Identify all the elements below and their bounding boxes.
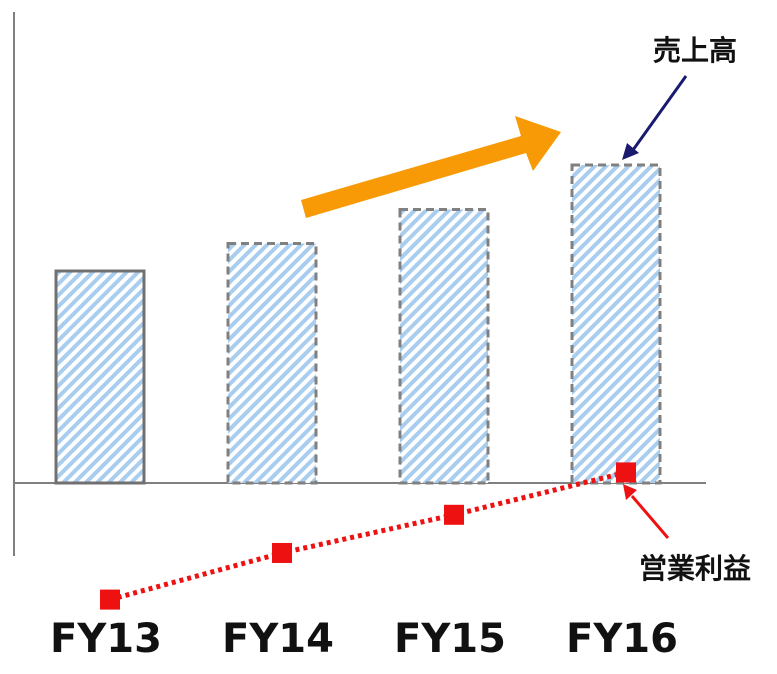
profit-pointer-arrow-icon bbox=[623, 484, 670, 539]
trend-arrow-icon bbox=[301, 116, 561, 218]
bar-fy13 bbox=[54, 269, 146, 485]
profit-point-fy15 bbox=[444, 504, 464, 525]
profit-point-fy13 bbox=[100, 589, 120, 610]
x-tick-labels: FY13 FY14 FY15 FY16 bbox=[50, 616, 678, 662]
sales-pointer-arrow-icon bbox=[622, 75, 688, 160]
bar-fy15 bbox=[398, 208, 490, 485]
profit-point-fy14 bbox=[272, 542, 292, 563]
profit-series bbox=[100, 462, 636, 610]
x-tick-label: FY13 bbox=[50, 616, 162, 662]
bar-fy16 bbox=[570, 163, 662, 485]
bar-fy14 bbox=[226, 241, 318, 485]
x-tick-label: FY15 bbox=[394, 616, 506, 662]
profit-annotation: 営業利益 bbox=[639, 552, 751, 585]
profit-point-fy16 bbox=[616, 462, 636, 483]
x-tick-label: FY14 bbox=[222, 616, 334, 662]
sales-annotation: 売上高 bbox=[653, 34, 737, 67]
sales-bars bbox=[54, 163, 662, 485]
x-tick-label: FY16 bbox=[566, 616, 678, 662]
profit-line bbox=[109, 469, 627, 603]
